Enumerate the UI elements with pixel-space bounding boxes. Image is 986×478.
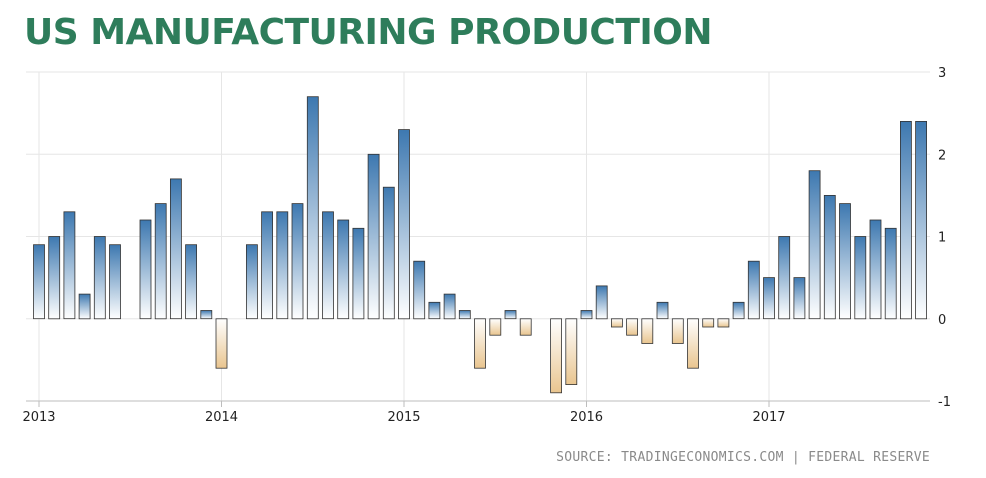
bar (169, 178, 182, 320)
x-tick-label: 2016 (570, 410, 603, 425)
bar (763, 277, 775, 320)
bar (215, 318, 228, 369)
bar (78, 293, 91, 320)
bar (869, 219, 882, 320)
bar (626, 318, 638, 336)
bar (489, 318, 502, 336)
y-tick-label: -1 (938, 395, 951, 410)
bar (884, 227, 897, 320)
bar (109, 244, 121, 320)
bar (154, 203, 167, 320)
axes: -1 0 1 2 3 2013 2014 2015 2016 2017 (22, 66, 951, 425)
bar (443, 293, 456, 320)
bar (915, 121, 927, 320)
bar (398, 129, 410, 320)
bar (747, 260, 760, 320)
bar (139, 219, 152, 320)
y-tick-label: 2 (938, 148, 946, 163)
bar (823, 194, 836, 320)
x-tick-label: 2014 (205, 410, 238, 425)
bar (504, 310, 517, 320)
bar (245, 244, 258, 320)
bar (185, 244, 198, 320)
bar (550, 318, 562, 394)
bar (352, 227, 365, 320)
bar (458, 310, 471, 320)
bar (702, 318, 715, 328)
bar (580, 310, 593, 320)
bar (48, 236, 61, 320)
bar (428, 301, 441, 320)
bar (382, 186, 395, 320)
chart-title: US MANUFACTURING PRODUCTION (24, 12, 713, 53)
bar (671, 318, 684, 344)
y-tick-label: 3 (938, 66, 946, 81)
bar (322, 211, 334, 320)
bar (565, 318, 578, 385)
x-tick-label: 2017 (752, 410, 785, 425)
bar (732, 301, 745, 320)
bar (276, 211, 289, 320)
bar (687, 318, 699, 369)
bar (854, 236, 867, 320)
y-tick-label: 1 (938, 231, 946, 246)
bar (413, 260, 426, 320)
bar (900, 121, 912, 320)
x-tick-label: 2015 (387, 410, 420, 425)
bar (611, 318, 623, 328)
bar (337, 219, 350, 320)
bar (793, 277, 806, 320)
bar (519, 318, 532, 336)
source-caption: SOURCE: TRADINGECONOMICS.COM | FEDERAL R… (556, 450, 930, 465)
x-tick-label: 2013 (22, 410, 55, 425)
bar (93, 236, 106, 320)
bar (291, 203, 304, 320)
bar (717, 318, 730, 328)
bar (63, 211, 76, 320)
bar (641, 318, 654, 344)
bar (306, 96, 319, 320)
bar (839, 203, 851, 320)
y-tick-label: 0 (938, 313, 946, 328)
bar (595, 285, 608, 320)
bar (778, 236, 791, 320)
bar (808, 170, 821, 320)
bar (200, 310, 213, 320)
bar (367, 153, 380, 320)
bar (261, 211, 274, 320)
bar (33, 244, 45, 320)
bar (474, 318, 486, 369)
bar (656, 301, 669, 320)
bars (33, 96, 927, 394)
